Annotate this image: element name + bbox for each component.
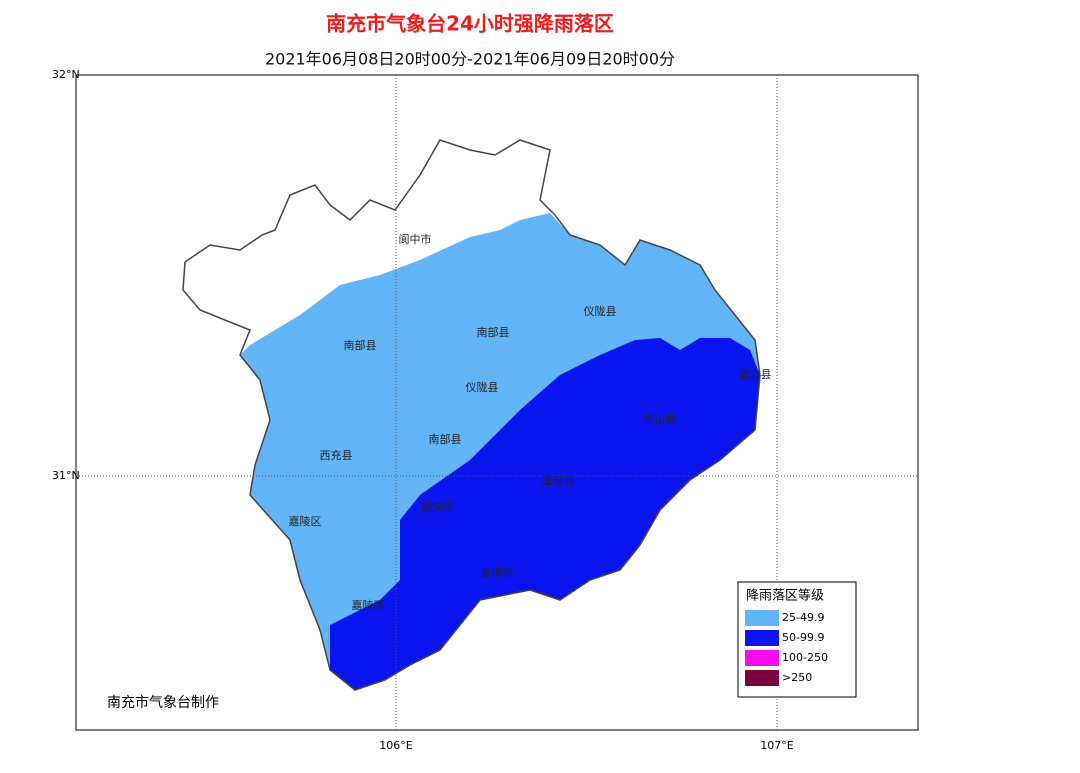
- district-label: 蓬安县: [542, 473, 575, 487]
- lat-label: 31°N: [52, 469, 80, 482]
- district-label: 仪陇县: [584, 304, 617, 318]
- district-label: 顺庆区: [422, 500, 455, 514]
- legend-swatch: [745, 610, 779, 626]
- lon-label: 107°E: [760, 739, 793, 752]
- district-label: 阆中市: [399, 232, 432, 246]
- rain-area-heavy: [330, 338, 760, 690]
- district-label: 营山县: [644, 412, 677, 426]
- district-label: 西充县: [320, 448, 353, 462]
- subtitle: 2021年06月08日20时00分-2021年06月09日20时00分: [265, 50, 675, 69]
- legend-label: 100-250: [782, 651, 828, 664]
- lon-label: 106°E: [379, 739, 412, 752]
- credit: 南充市气象台制作: [107, 694, 219, 711]
- legend-label: 25-49.9: [782, 611, 824, 624]
- legend-label: >250: [782, 671, 812, 684]
- lat-label: 32°N: [52, 68, 80, 81]
- district-label: 南部县: [477, 325, 510, 339]
- legend-swatch: [745, 630, 779, 646]
- district-label: 仪陇县: [466, 380, 499, 394]
- district-label: 高坪区: [481, 566, 514, 580]
- legend-swatch: [745, 670, 779, 686]
- district-label: 南部县: [344, 338, 377, 352]
- district-label: 营山县: [739, 367, 772, 381]
- district-label: 嘉陵区: [289, 514, 322, 528]
- legend-label: 50-99.9: [782, 631, 824, 644]
- legend-title: 降雨落区等级: [746, 588, 824, 604]
- legend-swatch: [745, 650, 779, 666]
- district-label: 南部县: [429, 432, 462, 446]
- district-label: 嘉陵区: [352, 598, 385, 612]
- county-border: [182, 139, 761, 691]
- title: 南充市气象台24小时强降雨落区: [326, 12, 614, 36]
